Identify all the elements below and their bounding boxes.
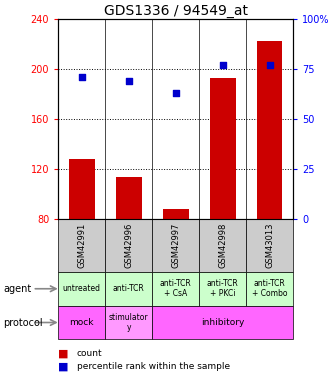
Text: untreated: untreated — [63, 284, 101, 293]
Bar — [58, 306, 105, 339]
Point — [173, 90, 178, 96]
Text: GSM43013: GSM43013 — [265, 223, 274, 268]
Point — [79, 74, 84, 80]
Bar — [152, 219, 199, 272]
Bar — [116, 177, 142, 219]
Text: GSM42998: GSM42998 — [218, 223, 227, 268]
Text: anti-TCR
+ PKCi: anti-TCR + PKCi — [207, 279, 238, 298]
Text: percentile rank within the sample: percentile rank within the sample — [77, 362, 230, 371]
Bar — [105, 272, 152, 306]
Bar — [246, 219, 293, 272]
Text: stimulator
y: stimulator y — [109, 313, 149, 332]
Bar — [163, 209, 188, 219]
Bar — [257, 41, 282, 219]
Text: agent: agent — [3, 284, 32, 294]
Bar — [246, 272, 293, 306]
Text: GSM42991: GSM42991 — [77, 223, 86, 268]
Bar — [210, 78, 235, 219]
Bar — [69, 159, 95, 219]
Text: mock: mock — [70, 318, 94, 327]
Bar — [199, 219, 246, 272]
Text: ■: ■ — [58, 362, 69, 372]
Bar — [152, 272, 199, 306]
Text: count: count — [77, 349, 102, 358]
Text: protocol: protocol — [3, 318, 43, 327]
Text: GSM42997: GSM42997 — [171, 223, 180, 268]
Text: ■: ■ — [58, 348, 69, 358]
Point — [126, 78, 131, 84]
Text: GSM42996: GSM42996 — [124, 223, 133, 268]
Text: anti-TCR: anti-TCR — [113, 284, 145, 293]
Bar — [152, 306, 293, 339]
Bar — [199, 272, 246, 306]
Bar — [58, 219, 105, 272]
Bar — [58, 272, 105, 306]
Title: GDS1336 / 94549_at: GDS1336 / 94549_at — [104, 4, 248, 18]
Text: anti-TCR
+ Combo: anti-TCR + Combo — [252, 279, 287, 298]
Point — [220, 62, 225, 68]
Bar — [105, 219, 152, 272]
Text: anti-TCR
+ CsA: anti-TCR + CsA — [160, 279, 191, 298]
Text: inhibitory: inhibitory — [201, 318, 244, 327]
Bar — [105, 306, 152, 339]
Point — [267, 62, 272, 68]
